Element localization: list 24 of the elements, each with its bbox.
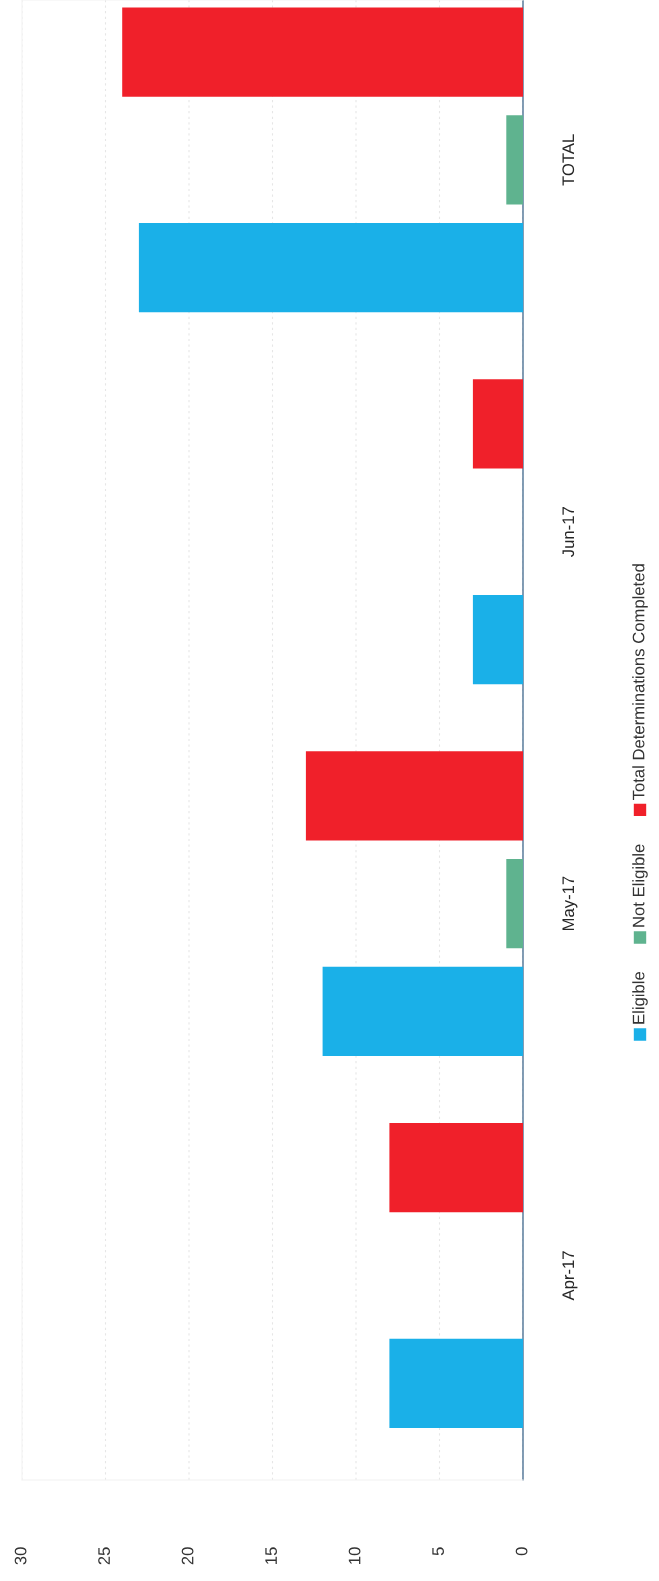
x-tick-label: 20	[181, 1547, 194, 1565]
text: Eligible	[632, 972, 648, 1024]
y-tick-label: May-17	[562, 876, 578, 931]
x-tick-label: 10	[348, 1547, 361, 1564]
bar	[322, 966, 523, 1057]
x-tick-label: 30	[14, 1547, 27, 1565]
bar	[305, 751, 523, 841]
x-tick-label: 5	[432, 1547, 444, 1556]
bar	[389, 1123, 523, 1213]
x-tick-label: 25	[98, 1547, 110, 1565]
x-tick-label: 0	[515, 1547, 528, 1556]
x-tick-label: 15	[265, 1547, 277, 1564]
bar	[122, 7, 523, 97]
bar	[506, 859, 523, 949]
bar	[472, 594, 523, 685]
text: Not Eligible	[632, 844, 648, 927]
y-tick-label: TOTAL	[562, 134, 575, 186]
y-tick-label: Jun-17	[562, 507, 575, 557]
bar	[472, 379, 523, 469]
text: Total Determinations Completed	[632, 564, 648, 800]
bar	[138, 223, 523, 313]
bar	[506, 115, 523, 205]
bar	[389, 1338, 523, 1428]
y-tick-label: Apr-17	[562, 1251, 578, 1301]
